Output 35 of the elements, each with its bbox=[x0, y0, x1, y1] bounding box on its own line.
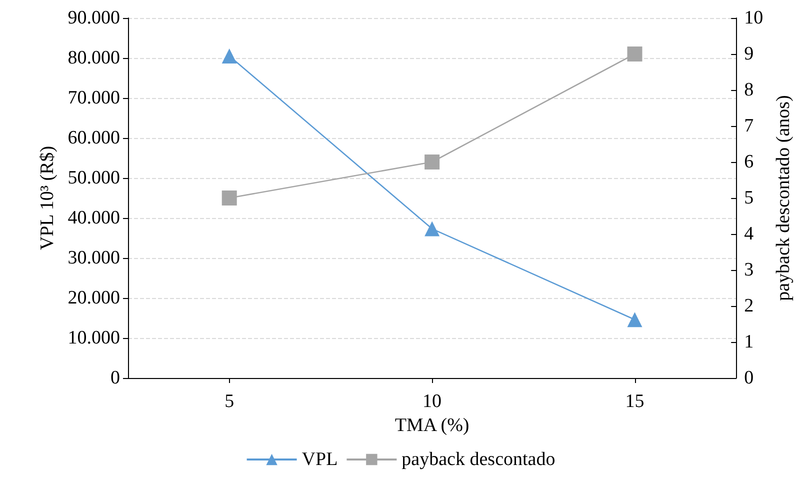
legend-label: payback descontado bbox=[402, 449, 556, 470]
y2-axis-title: payback descontado (anos) bbox=[773, 95, 794, 301]
y-tick-label: 70.000 bbox=[68, 88, 120, 108]
y-tick-label: 0 bbox=[110, 368, 120, 388]
legend-label: VPL bbox=[302, 449, 338, 470]
point bbox=[627, 312, 642, 328]
y2-tick-label: 1 bbox=[744, 332, 754, 352]
y2-tick-label: 2 bbox=[744, 296, 754, 316]
y2-tick-label: 6 bbox=[744, 152, 754, 172]
y-axis-title: VPL 10³ (R$) bbox=[36, 146, 58, 250]
y-tick-label: 60.000 bbox=[68, 128, 120, 148]
y-tick-label: 90.000 bbox=[68, 8, 120, 28]
y2-tick-label: 4 bbox=[744, 224, 754, 244]
y-tick-label: 20.000 bbox=[68, 288, 120, 308]
y-tick-label: 30.000 bbox=[68, 248, 120, 268]
point bbox=[424, 154, 440, 170]
y2-tick-label: 7 bbox=[744, 116, 754, 136]
point bbox=[222, 190, 237, 206]
y2-tick-label: 0 bbox=[744, 368, 754, 388]
x-tick-label: 15 bbox=[625, 391, 644, 412]
y2-tick-label: 3 bbox=[744, 260, 754, 280]
y2-tick-label: 8 bbox=[744, 80, 754, 100]
point bbox=[424, 221, 440, 236]
y2-tick-label: 10 bbox=[744, 8, 764, 28]
point bbox=[627, 46, 642, 62]
y-tick-label: 80.000 bbox=[68, 48, 120, 68]
y-tick-label: 10.000 bbox=[68, 328, 120, 348]
y-tick-label: 40.000 bbox=[68, 208, 120, 228]
y2-tick-label: 9 bbox=[744, 44, 754, 64]
y2-tick-label: 5 bbox=[744, 188, 754, 208]
y-tick-label: 50.000 bbox=[68, 168, 120, 188]
x-axis-title: TMA (%) bbox=[394, 414, 470, 436]
x-tick-label: 10 bbox=[422, 391, 442, 412]
point bbox=[222, 48, 237, 64]
x-tick-label: 5 bbox=[224, 391, 234, 412]
